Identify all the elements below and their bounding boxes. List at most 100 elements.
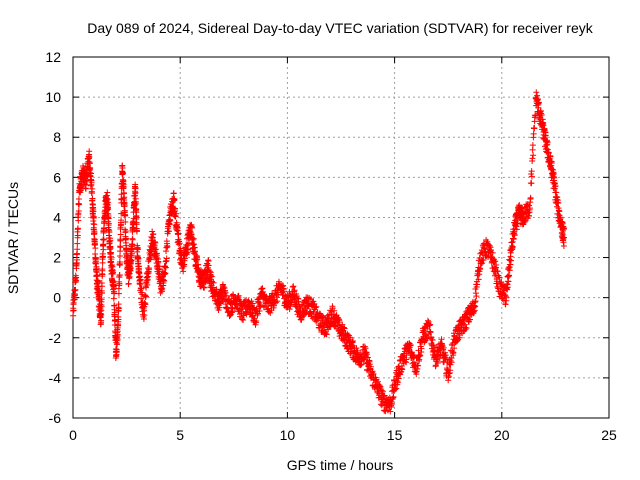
data-point — [369, 368, 376, 375]
data-point — [75, 196, 82, 203]
data-point — [99, 254, 106, 261]
data-point — [560, 243, 567, 250]
data-point — [448, 359, 455, 366]
data-point — [440, 344, 447, 351]
data-point — [530, 130, 537, 137]
data-point — [117, 231, 124, 238]
data-point — [510, 236, 517, 243]
data-point — [394, 379, 401, 386]
data-point — [92, 245, 99, 252]
data-point — [130, 220, 137, 227]
data-point — [502, 301, 509, 308]
data-point — [86, 154, 93, 161]
data-point — [474, 281, 481, 288]
data-point — [128, 257, 135, 264]
data-point — [127, 265, 134, 272]
data-point — [429, 336, 436, 343]
data-point — [353, 345, 360, 352]
data-point — [555, 200, 562, 207]
x-tick-label: 15 — [387, 427, 403, 443]
data-point — [133, 199, 140, 206]
data-point — [134, 246, 141, 253]
data-point — [504, 284, 511, 291]
data-point — [137, 276, 144, 283]
data-point — [88, 170, 95, 177]
data-point — [526, 205, 533, 212]
data-point — [70, 299, 77, 306]
data-point — [114, 328, 121, 335]
data-point — [98, 317, 105, 324]
data-point — [133, 221, 140, 228]
data-point — [81, 181, 88, 188]
data-point — [150, 230, 157, 237]
data-point — [434, 359, 441, 366]
data-point — [74, 225, 81, 232]
data-point — [116, 280, 123, 287]
data-point — [547, 152, 554, 159]
data-point — [210, 279, 217, 286]
data-point — [544, 139, 551, 146]
data-point — [390, 393, 397, 400]
data-point — [189, 224, 196, 231]
data-point — [307, 308, 314, 315]
y-tick-label: 6 — [53, 169, 61, 185]
data-point — [116, 271, 123, 278]
data-point — [73, 274, 80, 281]
data-point — [529, 142, 536, 149]
data-point — [494, 268, 501, 275]
data-point — [381, 392, 388, 399]
data-point — [447, 367, 454, 374]
data-point — [108, 256, 115, 263]
data-point — [129, 236, 136, 243]
data-point — [162, 264, 169, 271]
data-point — [291, 287, 298, 294]
data-point — [70, 307, 77, 314]
data-point — [171, 196, 178, 203]
data-point — [528, 168, 535, 175]
data-point — [552, 183, 559, 190]
data-point — [105, 220, 112, 227]
data-series — [70, 89, 567, 415]
data-point — [155, 258, 162, 265]
x-tick-label: 10 — [280, 427, 296, 443]
data-point — [557, 214, 564, 221]
data-point — [116, 260, 123, 267]
data-point — [499, 295, 506, 302]
y-tick-label: 0 — [53, 290, 61, 306]
data-point — [105, 215, 112, 222]
data-point — [339, 321, 346, 328]
data-point — [427, 321, 434, 328]
data-point — [466, 316, 473, 323]
data-point — [128, 250, 135, 257]
data-point — [157, 289, 164, 296]
data-point — [162, 270, 169, 277]
data-point — [418, 345, 425, 352]
data-point — [393, 385, 400, 392]
data-point — [268, 293, 275, 300]
data-point — [407, 341, 414, 348]
data-point — [560, 234, 567, 241]
data-point — [538, 110, 545, 117]
data-point — [122, 212, 129, 219]
data-point — [159, 285, 166, 292]
data-point — [170, 190, 177, 197]
data-point — [99, 259, 106, 266]
data-point — [329, 305, 336, 312]
data-point — [188, 231, 195, 238]
data-point — [75, 217, 82, 224]
data-point — [451, 345, 458, 352]
data-point — [506, 272, 513, 279]
y-tick-label: 2 — [53, 250, 61, 266]
data-point — [511, 232, 518, 239]
data-point — [90, 208, 97, 215]
data-point — [498, 278, 505, 285]
data-point — [370, 370, 377, 377]
data-point — [554, 194, 561, 201]
data-point — [99, 283, 106, 290]
data-point — [417, 352, 424, 359]
data-point — [89, 195, 96, 202]
y-tick-label: 10 — [45, 89, 61, 105]
data-point — [496, 274, 503, 281]
data-point — [547, 158, 554, 165]
